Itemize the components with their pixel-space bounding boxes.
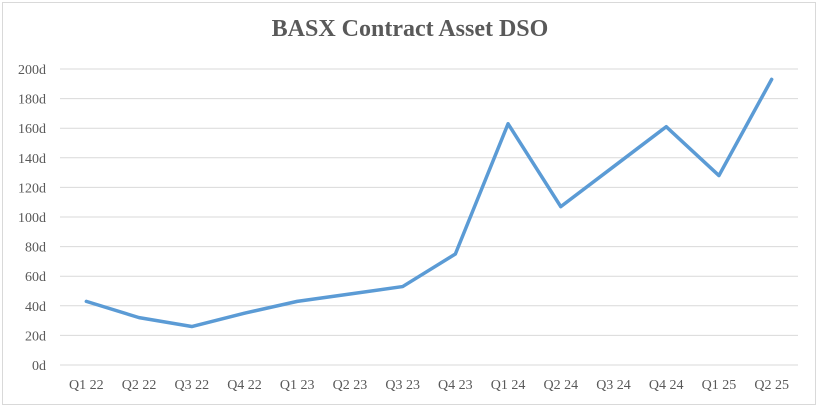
y-tick-label: 20d <box>25 329 46 344</box>
y-tick-label: 60d <box>25 270 46 285</box>
data-point <box>717 174 721 178</box>
x-tick-label: Q2 22 <box>122 378 157 393</box>
x-tick-label: Q2 24 <box>543 378 578 393</box>
data-point <box>137 316 141 320</box>
x-tick-label: Q2 23 <box>333 378 368 393</box>
x-tick-label: Q4 22 <box>227 378 262 393</box>
x-tick-label: Q3 23 <box>385 378 420 393</box>
data-point <box>506 122 510 126</box>
y-tick-label: 100d <box>18 211 46 226</box>
data-point <box>453 252 457 256</box>
x-tick-label: Q3 22 <box>174 378 209 393</box>
chart-frame <box>2 2 816 405</box>
data-point <box>243 311 246 315</box>
data-point <box>612 165 615 169</box>
data-point <box>84 299 88 303</box>
y-tick-label: 120d <box>18 181 46 196</box>
y-tick-label: 0d <box>32 359 46 374</box>
y-tick-label: 140d <box>18 152 46 167</box>
x-tick-label: Q1 22 <box>69 378 104 393</box>
x-tick-label: Q1 24 <box>491 378 526 393</box>
data-point <box>664 125 668 129</box>
y-tick-label: 200d <box>18 63 46 78</box>
x-tick-label: Q1 25 <box>702 378 737 393</box>
data-point <box>401 285 405 289</box>
y-tick-label: 160d <box>18 122 46 137</box>
y-tick-label: 180d <box>18 93 46 108</box>
data-point <box>190 325 194 329</box>
x-tick-label: Q2 25 <box>754 378 789 393</box>
data-point <box>770 77 774 81</box>
y-tick-label: 80d <box>25 241 46 256</box>
y-tick-label: 40d <box>25 300 46 315</box>
series-line <box>84 77 774 329</box>
x-tick-label: Q1 23 <box>280 378 315 393</box>
chart-title: BASX Contract Asset DSO <box>271 16 549 42</box>
data-point <box>559 205 563 209</box>
data-point <box>295 299 299 303</box>
x-tick-label: Q4 23 <box>438 378 473 393</box>
x-tick-label: Q4 24 <box>649 378 684 393</box>
x-tick-label: Q3 24 <box>596 378 631 393</box>
data-point <box>348 292 352 296</box>
